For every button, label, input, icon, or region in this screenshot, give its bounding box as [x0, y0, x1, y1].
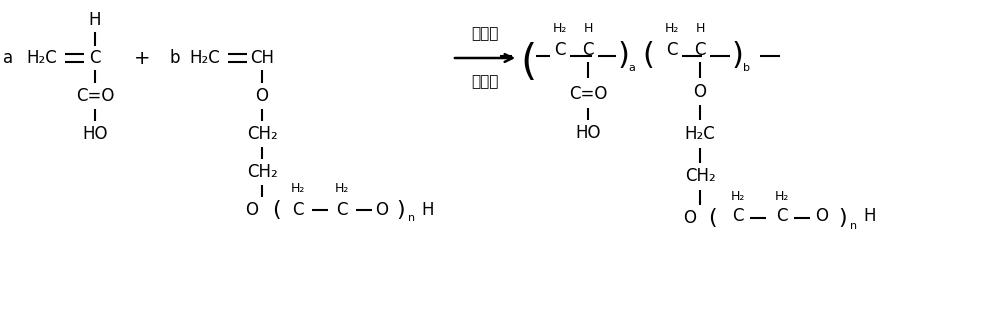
Text: C: C: [666, 41, 678, 59]
Text: H₂: H₂: [553, 22, 567, 35]
Text: C: C: [89, 49, 101, 67]
Text: C: C: [292, 201, 304, 219]
Text: a: a: [3, 49, 13, 67]
Text: H: H: [422, 201, 434, 219]
Text: H₂C: H₂C: [685, 125, 715, 143]
Text: C: C: [582, 41, 594, 59]
Text: CH₂: CH₂: [247, 125, 277, 143]
Text: a: a: [629, 63, 635, 73]
Text: ): ): [618, 42, 630, 71]
Text: H₂: H₂: [775, 189, 789, 202]
Text: O: O: [256, 87, 268, 105]
Text: H: H: [583, 22, 593, 35]
Text: H: H: [695, 22, 705, 35]
Text: H₂: H₂: [335, 181, 349, 194]
Text: (: (: [272, 200, 281, 220]
Text: HO: HO: [575, 124, 601, 142]
Text: O: O: [816, 207, 829, 225]
Text: H: H: [89, 11, 101, 29]
Text: CH₂: CH₂: [247, 163, 277, 181]
Text: CH: CH: [250, 49, 274, 67]
Text: H₂C: H₂C: [27, 49, 57, 67]
Text: (: (: [708, 208, 717, 228]
Text: (: (: [642, 42, 654, 71]
Text: b: b: [170, 49, 180, 67]
Text: O: O: [694, 83, 706, 101]
Text: HO: HO: [82, 125, 108, 143]
Text: H₂: H₂: [291, 181, 305, 194]
Text: C: C: [336, 201, 348, 219]
Text: C: C: [776, 207, 788, 225]
Text: 引发剂: 引发剂: [471, 27, 499, 42]
Text: C: C: [554, 41, 566, 59]
Text: H: H: [864, 207, 876, 225]
Text: 偒化剂: 偒化剂: [471, 75, 499, 90]
Text: ): ): [732, 42, 744, 71]
Text: n: n: [850, 221, 858, 231]
Text: ): ): [838, 208, 847, 228]
Text: CH₂: CH₂: [685, 167, 715, 185]
Text: O: O: [376, 201, 388, 219]
Text: C: C: [694, 41, 706, 59]
Text: C=O: C=O: [76, 87, 114, 105]
Text: H₂: H₂: [665, 22, 679, 35]
Text: b: b: [742, 63, 750, 73]
Text: C: C: [732, 207, 744, 225]
Text: O: O: [246, 201, 258, 219]
Text: H₂: H₂: [731, 189, 745, 202]
Text: (: (: [520, 42, 536, 84]
Text: n: n: [408, 213, 416, 223]
Text: ): ): [396, 200, 405, 220]
Text: O: O: [684, 209, 696, 227]
Text: C=O: C=O: [569, 85, 607, 103]
Text: H₂C: H₂C: [190, 49, 220, 67]
Text: +: +: [134, 49, 150, 68]
